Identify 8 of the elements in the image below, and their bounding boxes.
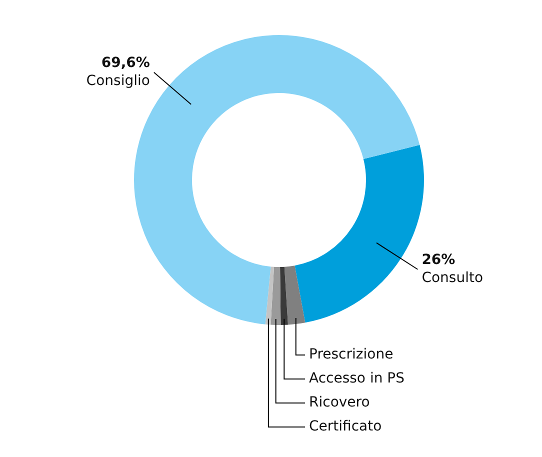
slice-label: Prescrizione xyxy=(309,346,394,363)
slice-label: Consiglio xyxy=(86,73,150,89)
data-label: 69,6% xyxy=(101,55,150,71)
slice-label: Consulto xyxy=(422,270,484,286)
slice-label: Certificato xyxy=(309,418,382,435)
slice-label: Ricovero xyxy=(309,394,370,411)
slice-label: Accesso in PS xyxy=(309,370,405,387)
data-label: 26% xyxy=(422,252,456,268)
